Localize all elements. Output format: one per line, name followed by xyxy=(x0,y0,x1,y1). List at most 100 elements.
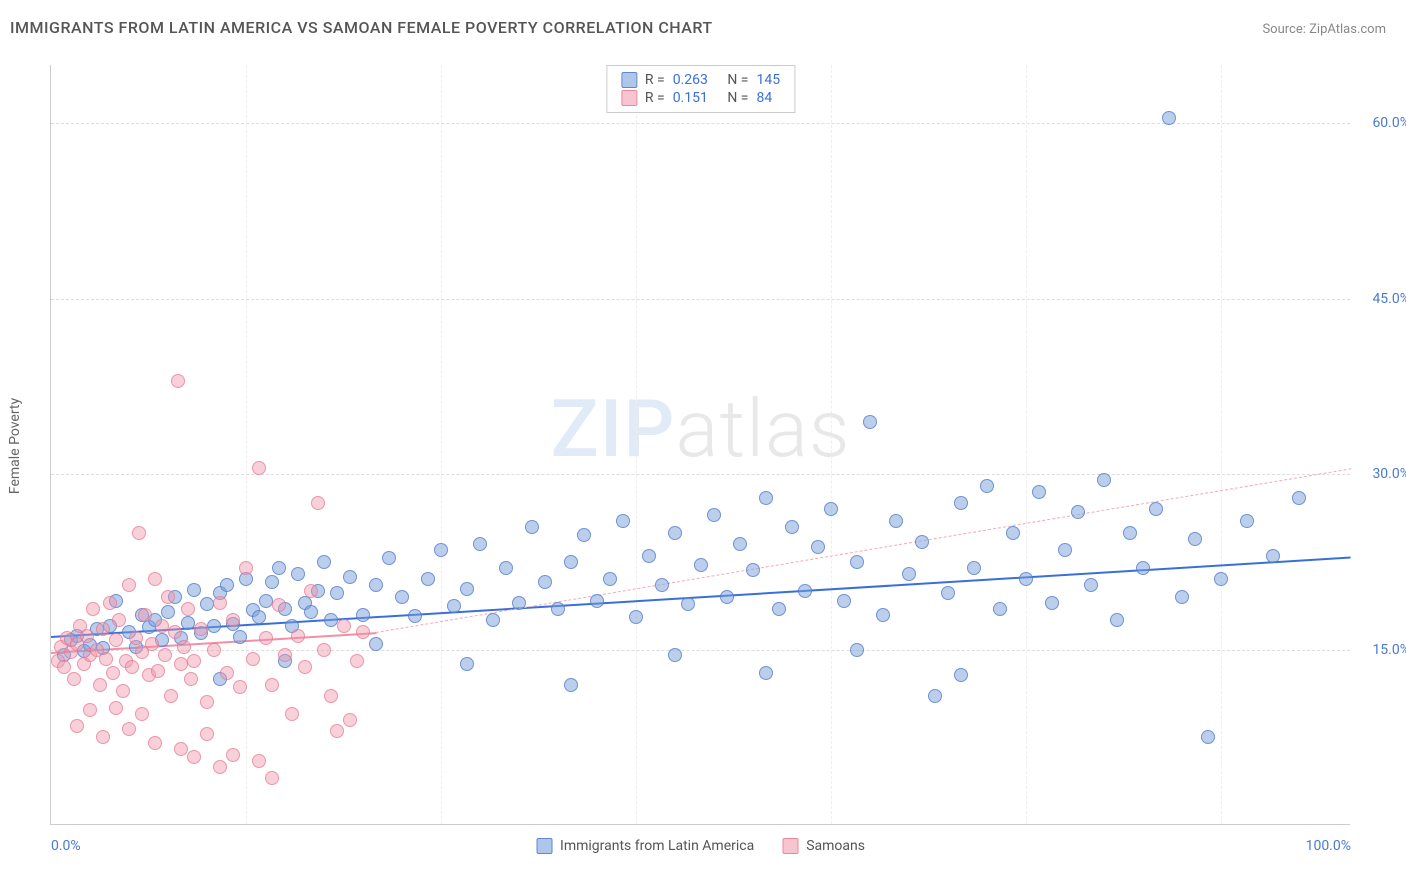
data-point[interactable] xyxy=(447,599,461,613)
data-point[interactable] xyxy=(93,678,107,692)
data-point[interactable] xyxy=(148,572,162,586)
data-point[interactable] xyxy=(135,707,149,721)
data-point[interactable] xyxy=(330,586,344,600)
data-point[interactable] xyxy=(317,555,331,569)
data-point[interactable] xyxy=(213,596,227,610)
data-point[interactable] xyxy=(161,590,175,604)
data-point[interactable] xyxy=(330,724,344,738)
data-point[interactable] xyxy=(200,727,214,741)
data-point[interactable] xyxy=(213,760,227,774)
data-point[interactable] xyxy=(80,629,94,643)
data-point[interactable] xyxy=(759,666,773,680)
data-point[interactable] xyxy=(694,558,708,572)
data-point[interactable] xyxy=(408,609,422,623)
data-point[interactable] xyxy=(538,575,552,589)
data-point[interactable] xyxy=(915,535,929,549)
data-point[interactable] xyxy=(668,526,682,540)
data-point[interactable] xyxy=(122,578,136,592)
data-point[interactable] xyxy=(109,633,123,647)
data-point[interactable] xyxy=(369,637,383,651)
data-point[interactable] xyxy=(382,551,396,565)
data-point[interactable] xyxy=(285,707,299,721)
data-point[interactable] xyxy=(486,613,500,627)
data-point[interactable] xyxy=(265,575,279,589)
data-point[interactable] xyxy=(1058,543,1072,557)
data-point[interactable] xyxy=(1097,473,1111,487)
data-point[interactable] xyxy=(473,537,487,551)
data-point[interactable] xyxy=(129,631,143,645)
data-point[interactable] xyxy=(785,520,799,534)
data-point[interactable] xyxy=(811,540,825,554)
data-point[interactable] xyxy=(311,496,325,510)
data-point[interactable] xyxy=(226,748,240,762)
data-point[interactable] xyxy=(850,555,864,569)
data-point[interactable] xyxy=(1292,491,1306,505)
data-point[interactable] xyxy=(1214,572,1228,586)
data-point[interactable] xyxy=(395,590,409,604)
data-point[interactable] xyxy=(1071,505,1085,519)
data-point[interactable] xyxy=(265,678,279,692)
data-point[interactable] xyxy=(324,613,338,627)
legend-item-blue[interactable]: Immigrants from Latin America xyxy=(536,838,754,854)
data-point[interactable] xyxy=(324,689,338,703)
data-point[interactable] xyxy=(434,543,448,557)
data-point[interactable] xyxy=(1266,549,1280,563)
data-point[interactable] xyxy=(337,619,351,633)
data-point[interactable] xyxy=(551,602,565,616)
data-point[interactable] xyxy=(103,596,117,610)
data-point[interactable] xyxy=(1136,561,1150,575)
data-point[interactable] xyxy=(707,508,721,522)
data-point[interactable] xyxy=(116,684,130,698)
data-point[interactable] xyxy=(1123,526,1137,540)
data-point[interactable] xyxy=(200,695,214,709)
data-point[interactable] xyxy=(181,602,195,616)
data-point[interactable] xyxy=(109,701,123,715)
data-point[interactable] xyxy=(369,578,383,592)
data-point[interactable] xyxy=(155,619,169,633)
data-point[interactable] xyxy=(837,594,851,608)
data-point[interactable] xyxy=(1084,578,1098,592)
data-point[interactable] xyxy=(356,608,370,622)
data-point[interactable] xyxy=(83,703,97,717)
data-point[interactable] xyxy=(733,537,747,551)
data-point[interactable] xyxy=(356,625,370,639)
data-point[interactable] xyxy=(1006,526,1020,540)
data-point[interactable] xyxy=(67,672,81,686)
data-point[interactable] xyxy=(207,643,221,657)
data-point[interactable] xyxy=(863,415,877,429)
data-point[interactable] xyxy=(259,594,273,608)
data-point[interactable] xyxy=(460,657,474,671)
data-point[interactable] xyxy=(239,561,253,575)
data-point[interactable] xyxy=(902,567,916,581)
data-point[interactable] xyxy=(603,572,617,586)
data-point[interactable] xyxy=(512,596,526,610)
data-point[interactable] xyxy=(181,616,195,630)
data-point[interactable] xyxy=(954,668,968,682)
data-point[interactable] xyxy=(233,630,247,644)
data-point[interactable] xyxy=(954,496,968,510)
data-point[interactable] xyxy=(681,597,695,611)
data-point[interactable] xyxy=(759,491,773,505)
data-point[interactable] xyxy=(629,610,643,624)
data-point[interactable] xyxy=(967,561,981,575)
data-point[interactable] xyxy=(106,666,120,680)
source-link[interactable]: ZipAtlas.com xyxy=(1309,22,1386,37)
data-point[interactable] xyxy=(1110,613,1124,627)
data-point[interactable] xyxy=(642,549,656,563)
data-point[interactable] xyxy=(246,652,260,666)
data-point[interactable] xyxy=(252,610,266,624)
data-point[interactable] xyxy=(1201,730,1215,744)
data-point[interactable] xyxy=(207,619,221,633)
data-point[interactable] xyxy=(616,514,630,528)
data-point[interactable] xyxy=(220,666,234,680)
data-point[interactable] xyxy=(220,578,234,592)
data-point[interactable] xyxy=(226,613,240,627)
data-point[interactable] xyxy=(1045,596,1059,610)
data-point[interactable] xyxy=(298,660,312,674)
data-point[interactable] xyxy=(1240,514,1254,528)
data-point[interactable] xyxy=(138,608,152,622)
data-point[interactable] xyxy=(772,602,786,616)
data-point[interactable] xyxy=(86,602,100,616)
data-point[interactable] xyxy=(1019,572,1033,586)
data-point[interactable] xyxy=(343,570,357,584)
